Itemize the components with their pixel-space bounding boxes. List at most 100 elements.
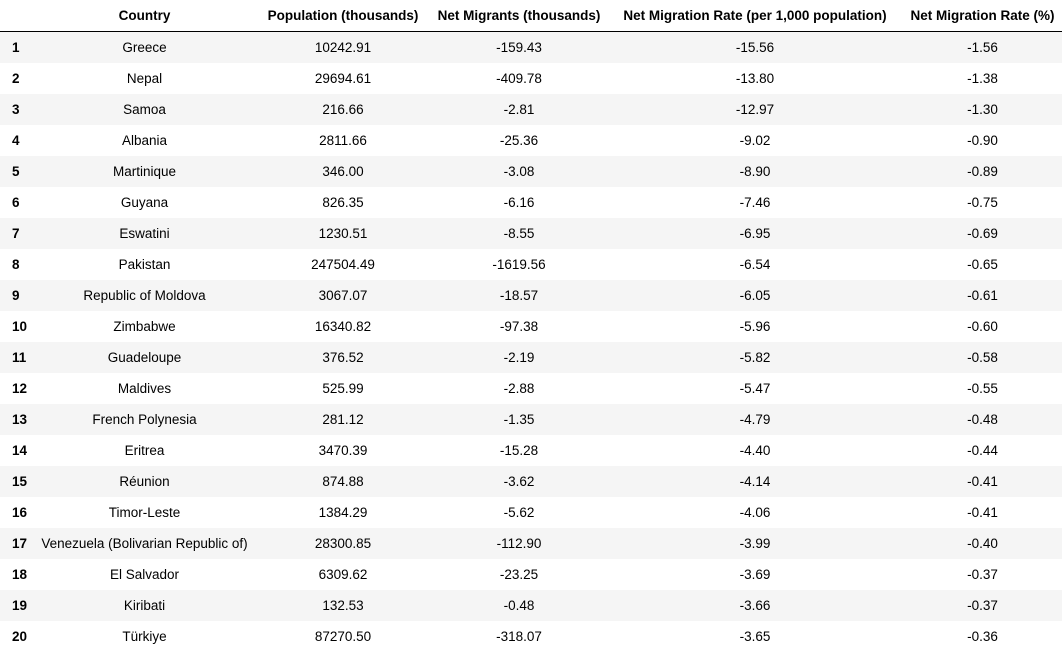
row-index: 12: [12, 381, 28, 396]
cell-net-migrants: -2.19: [503, 350, 535, 365]
cell-rate-pct: -0.90: [967, 133, 998, 148]
cell-net-migrants: -8.55: [503, 226, 535, 241]
table-row: 17 Venezuela (Bolivarian Republic of) 2830…: [0, 528, 1062, 559]
table-row: 4 Albania 2811.66 -25.36 -9.02 -0.90: [0, 125, 1062, 156]
cell-rate-pct: -0.60: [967, 319, 998, 334]
cell-rate-per-1000: -6.95: [739, 226, 771, 241]
cell-rate-pct: -0.58: [967, 350, 998, 365]
row-index: 9: [12, 288, 20, 303]
table-row: 5 Martinique 346.00 -3.08 -8.90 -0.89: [0, 156, 1062, 187]
header-index: [0, 0, 34, 32]
cell-rate-per-1000: -3.99: [739, 536, 771, 551]
row-index: 16: [12, 505, 28, 520]
header-row: Country Population (thousands) Net Migra…: [0, 0, 1062, 32]
cell-population: 281.12: [322, 412, 364, 427]
cell-net-migrants: -0.48: [503, 598, 535, 613]
cell-country: Eswatini: [119, 226, 170, 241]
cell-net-migrants: -2.81: [503, 102, 535, 117]
cell-country: Timor-Leste: [108, 505, 181, 520]
header-net-migrants: Net Migrants (thousands): [431, 0, 607, 32]
row-index: 4: [12, 133, 20, 148]
cell-rate-per-1000: -12.97: [735, 102, 775, 117]
cell-country: Pakistan: [118, 257, 171, 272]
cell-rate-per-1000: -3.65: [739, 629, 771, 644]
cell-net-migrants: -97.38: [499, 319, 539, 334]
cell-net-migrants: -18.57: [499, 288, 539, 303]
table-row: 10 Zimbabwe 16340.82 -97.38 -5.96 -0.60: [0, 311, 1062, 342]
cell-rate-per-1000: -4.40: [739, 443, 771, 458]
table-row: 18 El Salvador 6309.62 -23.25 -3.69 -0.37: [0, 559, 1062, 590]
cell-population: 376.52: [322, 350, 364, 365]
cell-rate-pct: -0.41: [967, 474, 998, 489]
cell-net-migrants: -318.07: [496, 629, 542, 644]
cell-population: 1384.29: [318, 505, 368, 520]
cell-rate-pct: -0.36: [967, 629, 998, 644]
table-row: 19 Kiribati 132.53 -0.48 -3.66 -0.37: [0, 590, 1062, 621]
cell-population: 28300.85: [314, 536, 372, 551]
cell-country: Martinique: [112, 164, 177, 179]
cell-rate-per-1000: -5.82: [739, 350, 771, 365]
cell-rate-pct: -1.30: [967, 102, 998, 117]
row-index: 5: [12, 164, 20, 179]
cell-rate-pct: -0.40: [967, 536, 998, 551]
cell-rate-pct: -0.75: [967, 195, 998, 210]
cell-rate-pct: -1.56: [967, 40, 998, 55]
header-country: Country: [34, 0, 255, 32]
cell-country: Eritrea: [124, 443, 165, 458]
table-row: 1 Greece 10242.91 -159.43 -15.56 -1.56: [0, 31, 1062, 63]
cell-net-migrants: -6.16: [503, 195, 535, 210]
cell-country: Greece: [122, 40, 167, 55]
cell-country: Guyana: [120, 195, 169, 210]
header-net-migration-rate-per-1000: Net Migration Rate (per 1,000 population…: [607, 0, 903, 32]
table-row: 2 Nepal 29694.61 -409.78 -13.80 -1.38: [0, 63, 1062, 94]
row-index: 17: [12, 536, 28, 551]
cell-net-migrants: -25.36: [499, 133, 539, 148]
row-index: 2: [12, 71, 20, 86]
row-index: 13: [12, 412, 28, 427]
cell-country: Zimbabwe: [113, 319, 176, 334]
cell-rate-per-1000: -15.56: [735, 40, 775, 55]
cell-rate-pct: -0.44: [967, 443, 998, 458]
table-row: 7 Eswatini 1230.51 -8.55 -6.95 -0.69: [0, 218, 1062, 249]
cell-rate-pct: -0.61: [967, 288, 998, 303]
cell-rate-per-1000: -4.79: [739, 412, 771, 427]
cell-country: Albania: [121, 133, 168, 148]
cell-population: 826.35: [322, 195, 364, 210]
cell-country: Republic of Moldova: [83, 288, 206, 303]
cell-country: Guadeloupe: [107, 350, 182, 365]
cell-country: Venezuela (Bolivarian Republic of): [41, 536, 248, 551]
header-population: Population (thousands): [255, 0, 431, 32]
cell-rate-pct: -0.41: [967, 505, 998, 520]
cell-rate-per-1000: -7.46: [739, 195, 771, 210]
table-row: 3 Samoa 216.66 -2.81 -12.97 -1.30: [0, 94, 1062, 125]
cell-rate-pct: -0.65: [967, 257, 998, 272]
cell-population: 6309.62: [318, 567, 368, 582]
cell-rate-per-1000: -6.05: [739, 288, 771, 303]
cell-rate-pct: -0.89: [967, 164, 998, 179]
cell-country: Maldives: [117, 381, 172, 396]
cell-rate-per-1000: -5.47: [739, 381, 771, 396]
cell-net-migrants: -3.62: [503, 474, 535, 489]
cell-rate-pct: -1.38: [967, 71, 998, 86]
cell-rate-pct: -0.48: [967, 412, 998, 427]
cell-country: Kiribati: [123, 598, 166, 613]
cell-rate-per-1000: -5.96: [739, 319, 771, 334]
cell-net-migrants: -112.90: [496, 536, 542, 551]
cell-rate-per-1000: -3.66: [739, 598, 771, 613]
cell-rate-per-1000: -8.90: [739, 164, 771, 179]
cell-population: 16340.82: [314, 319, 372, 334]
cell-rate-per-1000: -9.02: [739, 133, 771, 148]
table-row: 11 Guadeloupe 376.52 -2.19 -5.82 -0.58: [0, 342, 1062, 373]
cell-country: Samoa: [123, 102, 166, 117]
cell-population: 216.66: [322, 102, 364, 117]
cell-net-migrants: -3.08: [503, 164, 535, 179]
table-row: 9 Republic of Moldova 3067.07 -18.57 -6.05 -0…: [0, 280, 1062, 311]
cell-population: 3470.39: [318, 443, 368, 458]
cell-population: 29694.61: [314, 71, 372, 86]
cell-rate-pct: -0.37: [967, 598, 998, 613]
cell-country: El Salvador: [109, 567, 180, 582]
row-index: 19: [12, 598, 28, 613]
row-index: 14: [12, 443, 28, 458]
cell-rate-per-1000: -13.80: [735, 71, 775, 86]
cell-country: Türkiye: [122, 629, 167, 644]
